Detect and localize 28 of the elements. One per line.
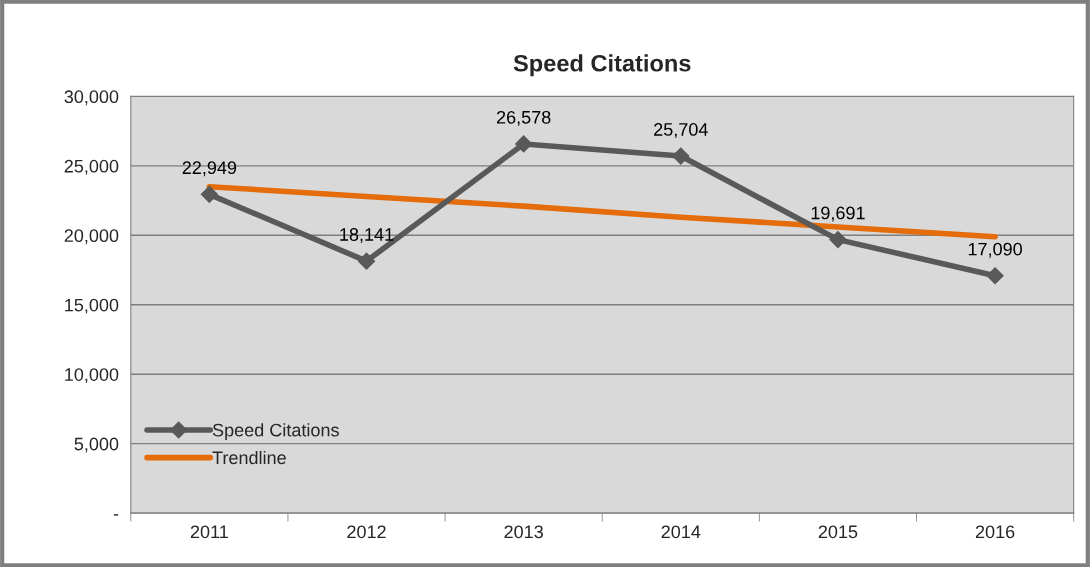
data-label: 17,090: [968, 242, 1022, 258]
data-label: 22,949: [182, 161, 237, 177]
point: [672, 147, 690, 165]
data-label: 19,691: [811, 206, 865, 222]
x-tick-label: 2011: [190, 525, 228, 539]
chart-title: Speed Citations: [513, 54, 691, 77]
legend-label: Speed Citations: [212, 423, 339, 441]
x-tick-label: 2014: [661, 525, 701, 539]
x-tick-label: 2015: [818, 525, 858, 539]
point: [986, 267, 1004, 285]
data-label: 25,704: [654, 123, 708, 138]
x-tick-label: 2016: [975, 525, 1015, 539]
point: [515, 135, 533, 153]
y-tick-label: -: [113, 514, 119, 516]
data-label: 18,141: [340, 228, 394, 244]
y-tick-label: 20,000: [64, 229, 119, 245]
data-label: 26,578: [496, 110, 551, 126]
x-tick-label: 2013: [504, 525, 543, 539]
y-tick-label: 10,000: [65, 368, 119, 384]
y-tick-label: 5,000: [74, 437, 119, 453]
y-tick-label: 25,000: [64, 159, 119, 175]
legend-label: Trendline: [212, 450, 286, 465]
point: [200, 185, 218, 203]
y-tick-label: 15,000: [65, 298, 119, 314]
point: [357, 252, 376, 270]
point: [829, 231, 847, 249]
x-tick-label: 2012: [347, 525, 386, 539]
y-tick-label: 30,000: [64, 90, 119, 106]
